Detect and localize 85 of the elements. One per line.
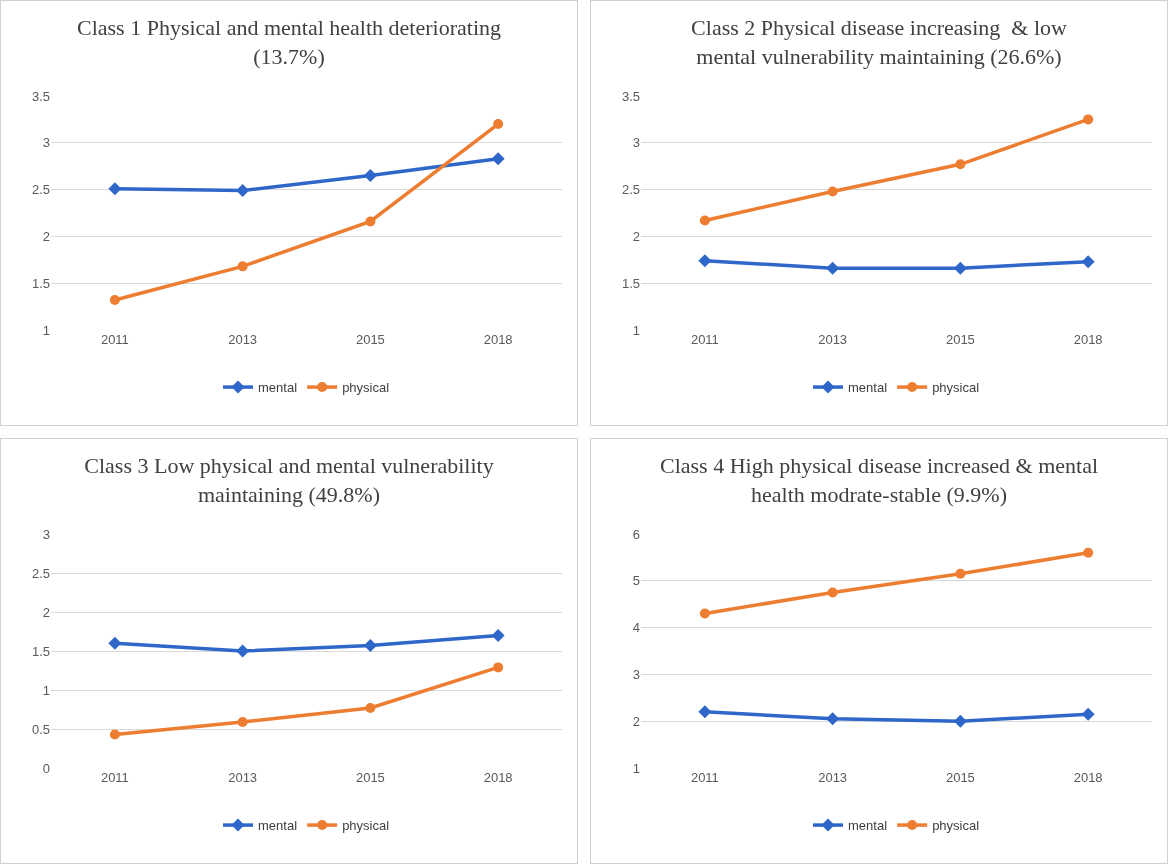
point [955,568,966,579]
y-tick-label: 0.5 [31,721,50,737]
point [1081,255,1095,269]
legend-label: physical [932,818,980,834]
point [698,705,712,719]
point [237,261,248,272]
x-tick-label: 2011 [100,770,129,785]
x-tick-label: 2013 [228,770,258,785]
point [237,716,248,727]
legend-label: mental [848,380,888,396]
point [953,714,967,728]
x-tick-label: 2018 [1073,332,1103,347]
chart-title: Class 4 High physical disease increased & mental health modrate-stable (9.9%) [659,452,1099,507]
chart-title: Class 1 Physical and mental health deteriorating (13.7%) [76,14,502,69]
legend-label: mental [258,818,298,834]
point [953,261,967,275]
x-tick-label: 2015 [945,770,975,785]
y-tick-label: 5 [632,573,640,589]
x-tick-label: 2013 [818,332,848,347]
y-tick-label: 2 [632,228,640,244]
y-tick-label: 1 [42,682,50,698]
point [491,152,505,166]
x-tick-label: 2013 [228,332,258,347]
point [493,119,504,130]
x-tick-label: 2015 [355,332,385,347]
y-tick-label: 2.5 [31,182,50,198]
point [1083,114,1094,125]
y-tick-label: 1 [632,760,640,776]
legend-label: physical [342,380,390,396]
y-tick-label: 2 [42,604,50,620]
point [1081,707,1095,721]
x-tick-label: 2013 [818,770,848,785]
point [699,608,710,619]
point [109,295,120,306]
y-tick-label: 1.5 [31,275,50,291]
point [363,639,377,653]
y-tick-label: 3.5 [621,88,640,104]
x-tick-label: 2018 [1073,770,1103,785]
point [493,662,504,673]
point [827,587,838,598]
y-tick-label: 2.5 [31,565,50,581]
point [826,712,840,726]
point [827,186,838,197]
y-tick-label: 1 [632,322,640,338]
y-tick-label: 3 [632,666,640,682]
y-tick-label: 1 [42,322,50,338]
point [698,254,712,268]
chart-title: Class 3 Low physical and mental vulnerability maintaining (49.8%) [84,452,494,507]
y-tick-label: 2.5 [621,182,640,198]
y-tick-label: 2 [632,713,640,729]
point [108,182,122,196]
legend-label: mental [258,380,298,396]
legend-label: mental [848,818,888,834]
legend-label: physical [342,818,390,834]
y-tick-label: 2 [42,228,50,244]
x-tick-label: 2015 [945,332,975,347]
x-tick-label: 2011 [690,770,719,785]
point [363,169,377,183]
point [108,636,122,650]
y-tick-label: 4 [632,620,640,636]
legend-label: physical [932,380,980,396]
point [365,702,376,713]
x-tick-label: 2015 [355,770,385,785]
y-tick-label: 1.5 [621,275,640,291]
x-tick-label: 2011 [690,332,719,347]
point [699,215,710,226]
point [955,159,966,170]
y-tick-label: 3 [42,135,50,151]
point [236,644,250,658]
x-tick-label: 2018 [483,332,513,347]
y-tick-label: 3 [632,135,640,151]
y-tick-label: 0 [42,760,50,776]
y-tick-label: 3.5 [31,88,50,104]
y-tick-label: 1.5 [31,643,50,659]
point [491,628,505,642]
y-tick-label: 6 [632,526,640,542]
point [236,184,250,198]
point [109,729,120,740]
x-tick-label: 2011 [100,332,129,347]
point [826,261,840,275]
chart-title: Class 2 Physical disease increasing & low mental vulnerability maintaining (26.6%) [691,14,1067,69]
y-tick-label: 3 [42,526,50,542]
point [365,216,376,227]
point [1083,547,1094,558]
x-tick-label: 2018 [483,770,513,785]
